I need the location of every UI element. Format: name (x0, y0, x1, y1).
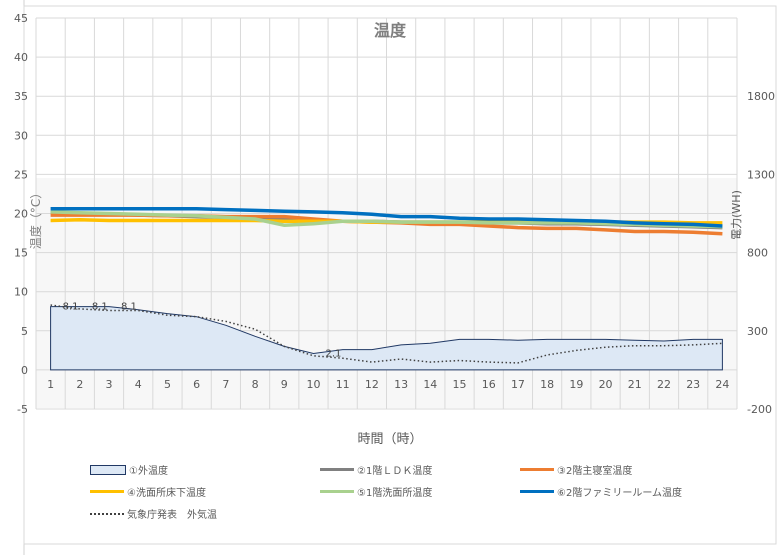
legend-swatch (520, 490, 554, 493)
data-label: 2.1 (325, 348, 341, 359)
y-tick-label: 0 (21, 364, 28, 377)
legend-label: ⑤1階洗面所温度 (357, 488, 433, 499)
y2-tick-label: -200 (747, 403, 772, 416)
y-tick-label: 20 (14, 208, 28, 221)
x-tick-label: 3 (106, 378, 113, 391)
x-tick-label: 12 (365, 378, 379, 391)
legend-item: ③2階主寝室温度 (520, 462, 632, 477)
y2-tick-label: 1800 (747, 90, 775, 103)
y-tick-label: 40 (14, 51, 28, 64)
x-tick-label: 24 (715, 378, 729, 391)
y2-tick-label: 1300 (747, 168, 775, 181)
y-tick-label: -5 (17, 403, 28, 416)
x-tick-label: 15 (453, 378, 467, 391)
legend-label: ⑥2階ファミリールーム温度 (557, 488, 683, 499)
legend-label: 気象庁発表 外気温 (127, 510, 217, 521)
x-tick-label: 11 (336, 378, 350, 391)
legend-item: ②1階ＬＤＫ温度 (320, 462, 432, 477)
chart-title: 温度 (373, 21, 407, 40)
x-tick-label: 9 (281, 378, 288, 391)
series-line-6 (50, 207, 723, 228)
legend-swatch (90, 490, 124, 493)
legend-label: ③2階主寝室温度 (557, 466, 633, 477)
y-tick-label: 15 (14, 247, 28, 260)
x-tick-label: 5 (164, 378, 171, 391)
legend-label: ①外温度 (129, 466, 168, 477)
y2-axis-label: 電力(WH) (730, 190, 743, 240)
series-area-outside-temp (50, 306, 723, 371)
y-tick-label: 45 (14, 12, 28, 25)
data-label: 8.1 (92, 302, 108, 313)
x-tick-label: 17 (511, 378, 525, 391)
x-tick-label: 16 (482, 378, 496, 391)
legend-swatch (320, 490, 354, 493)
y-tick-label: 30 (14, 129, 28, 142)
legend-swatch (320, 468, 354, 471)
series-line-5 (50, 210, 723, 229)
y-tick-label: 10 (14, 286, 28, 299)
x-tick-label: 18 (540, 378, 554, 391)
y-tick-label: 5 (21, 325, 28, 338)
x-tick-label: 20 (599, 378, 613, 391)
x-tick-label: 4 (135, 378, 142, 391)
x-tick-label: 14 (423, 378, 437, 391)
y2-tick-label: 800 (747, 247, 768, 260)
data-label: 8.1 (121, 302, 137, 313)
legend-item: ①外温度 (90, 462, 168, 477)
x-tick-label: 8 (252, 378, 259, 391)
x-tick-label: 6 (193, 378, 200, 391)
x-tick-label: 2 (76, 378, 83, 391)
x-tick-label: 13 (394, 378, 408, 391)
legend-item: ⑥2階ファミリールーム温度 (520, 484, 682, 499)
x-axis-label: 時間（時） (357, 432, 422, 447)
legend-label: ④洗面所床下温度 (127, 488, 206, 499)
legend-item: 気象庁発表 外気温 (90, 506, 217, 521)
x-tick-label: 19 (569, 378, 583, 391)
legend-swatch (520, 468, 554, 471)
x-tick-label: 7 (222, 378, 229, 391)
y-axis-label: 温度（°C） (28, 187, 43, 249)
legend-swatch (90, 512, 124, 515)
x-tick-label: 23 (686, 378, 700, 391)
y2-tick-label: 300 (747, 325, 768, 338)
legend-item: ⑤1階洗面所温度 (320, 484, 432, 499)
x-tick-label: 1 (47, 378, 54, 391)
legend-item: ④洗面所床下温度 (90, 484, 206, 499)
y-tick-label: 35 (14, 90, 28, 103)
x-tick-label: 22 (657, 378, 671, 391)
legend-swatch (90, 464, 126, 475)
x-tick-label: 10 (306, 378, 320, 391)
x-tick-label: 21 (628, 378, 642, 391)
y-tick-label: 25 (14, 168, 28, 181)
legend-label: ②1階ＬＤＫ温度 (357, 466, 433, 477)
series-line-jma-temp (50, 304, 723, 364)
